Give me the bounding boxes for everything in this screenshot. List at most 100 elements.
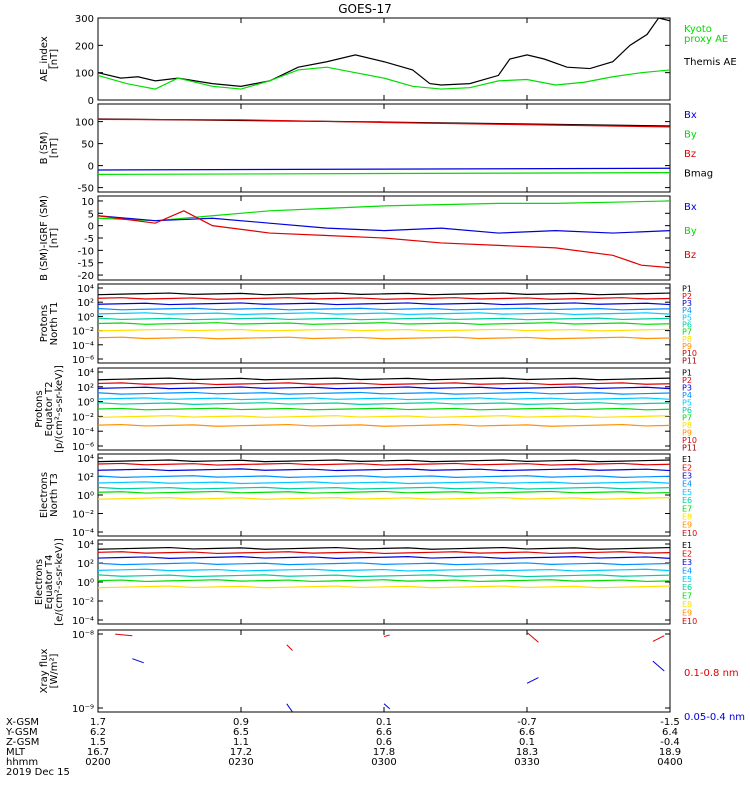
y-tick-label: 200 [75, 41, 94, 52]
channel-label: E2 [682, 463, 692, 472]
y-tick-label: 10² [77, 559, 94, 570]
panel-xray: Xray flux [W/m²] 10⁻⁸ 10⁻⁹ 0.1-0.8 nm 0.05-0.… [39, 629, 745, 723]
channel-label: E6 [682, 496, 692, 505]
y-axis-label: Electrons [34, 559, 45, 605]
channel-label: P1 [682, 369, 692, 378]
channel-label: P10 [682, 349, 697, 358]
channel-label: E8 [682, 600, 692, 609]
channel-line-p2 [97, 297, 671, 300]
y-axis-label: B (SM) [39, 131, 50, 164]
y-axis-label: [nT] [49, 228, 60, 248]
x-axis-value: 0.6 [376, 737, 392, 748]
channel-label: P7 [682, 413, 692, 422]
channel-label: P11 [682, 356, 697, 365]
channel-label: P3 [682, 299, 692, 308]
y-tick-label: -5 [84, 234, 94, 245]
legend-label: Bz [684, 250, 696, 261]
y-tick-label: 10⁻⁸ [72, 630, 94, 641]
x-axis-value: 0400 [657, 757, 682, 768]
y-tick-label: 10⁰ [77, 398, 94, 409]
channel-line-p6 [97, 317, 671, 321]
channel-label: P9 [682, 342, 692, 351]
y-tick-label: 10 [81, 197, 94, 208]
x-axis-value: 0230 [228, 757, 253, 768]
y-axis-label: AE_index [39, 36, 50, 82]
channel-label: P1 [682, 285, 692, 294]
y-axis-label: Electrons [39, 472, 50, 518]
y-axis-label: Protons [39, 305, 50, 342]
channel-line-p5 [97, 397, 671, 401]
channel-label: E7 [682, 592, 692, 601]
channel-line-p3 [97, 302, 671, 306]
channel-label: E2 [682, 550, 692, 559]
y-tick-label: 10⁻⁹ [72, 704, 94, 715]
y-tick-label: 10⁴ [77, 284, 94, 295]
channel-label: E7 [682, 504, 692, 513]
x-axis-value: 0.9 [233, 717, 249, 728]
channel-line-p6 [97, 402, 671, 405]
legend-label: 0.1-0.8 nm [684, 668, 739, 679]
xray-segment [286, 644, 293, 651]
channel-label: E10 [682, 617, 697, 626]
x-axis-value: 0.1 [519, 737, 535, 748]
channel-line-e1 [97, 546, 671, 550]
x-axis-value: 17.2 [230, 747, 252, 758]
x-axis-row-label: Y-GSM [5, 727, 38, 738]
channel-line-p9 [97, 336, 671, 340]
y-tick-label: 10⁴ [77, 454, 94, 465]
channel-label: P8 [682, 335, 692, 344]
channel-line-p8 [97, 415, 671, 418]
y-tick-label: 10⁻² [72, 327, 94, 338]
channel-line-e5 [97, 568, 671, 572]
x-axis-value: 6.4 [662, 727, 678, 738]
y-tick-label: 10⁻² [72, 510, 94, 521]
xray-segment [383, 634, 390, 638]
channel-line-p8 [97, 328, 671, 332]
channel-line-e4 [97, 562, 671, 566]
xray-segment [115, 633, 133, 637]
channel-line-p7 [97, 407, 671, 411]
y-axis-label: North T3 [49, 473, 60, 517]
y-axis-label: [nT] [49, 49, 60, 69]
x-axis-value: -1.5 [660, 717, 680, 728]
channel-label: E1 [682, 455, 692, 464]
legend-label: proxy AE [684, 34, 728, 45]
y-tick-label: 10⁻⁴ [72, 528, 94, 539]
y-tick-label: 300 [75, 14, 94, 25]
channel-line-e6 [97, 574, 671, 578]
channel-line-p1 [97, 292, 671, 296]
channel-label: P5 [682, 399, 692, 408]
channel-line-e5 [97, 481, 671, 485]
x-axis-value: 18.9 [659, 747, 681, 758]
y-axis-label: North T1 [49, 302, 60, 346]
x-axis-date: 2019 Dec 15 [6, 767, 70, 778]
y-tick-label: 10⁻² [72, 412, 94, 423]
series-line-by [97, 200, 671, 222]
channel-line-e6 [97, 486, 671, 490]
legend-label: By [684, 130, 697, 141]
x-axis-value: 16.7 [87, 747, 109, 758]
channel-line-e3 [97, 556, 671, 559]
y-tick-label: 5 [88, 209, 94, 220]
y-tick-label: 100 [75, 69, 94, 80]
x-axis-value: 6.6 [376, 727, 392, 738]
y-tick-label: -50 [78, 184, 94, 195]
series-line-bx [97, 167, 671, 171]
y-tick-label: 10⁰ [77, 578, 94, 589]
y-tick-label: 10⁻² [72, 597, 94, 608]
legend-label: Bx [684, 202, 697, 213]
panel-electrons_t3: Electrons North T3 10⁴ 10² 10⁰ 10⁻² 10⁻⁴ E1E2E3… [39, 453, 697, 539]
panel-protons_t2: Protons Equator T2 [p/(cm²-s-sr-keV)] 10⁴ 10… [34, 365, 697, 453]
channel-label: E10 [682, 529, 697, 538]
channel-label: P10 [682, 436, 697, 445]
xray-segment [652, 660, 665, 672]
y-tick-label: -10 [78, 246, 94, 257]
channel-line-e8 [97, 585, 671, 589]
y-tick-label: 0 [88, 96, 94, 107]
x-axis-value: 1.5 [90, 737, 106, 748]
xray-segment [526, 677, 539, 684]
panel-frame [97, 629, 671, 713]
x-axis-row-label: hhmm [6, 757, 38, 768]
